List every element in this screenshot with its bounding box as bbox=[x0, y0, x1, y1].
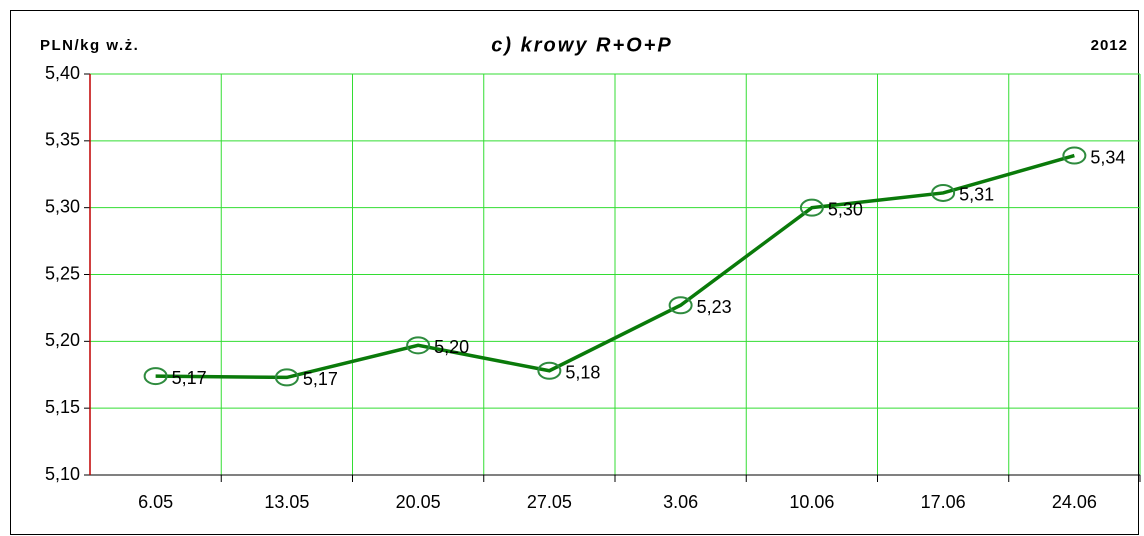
data-label: 5,34 bbox=[1090, 147, 1125, 167]
point-marker bbox=[1062, 146, 1087, 165]
x-tick-label: 3.06 bbox=[663, 492, 698, 512]
data-label: 5,17 bbox=[303, 369, 338, 389]
x-tick-label: 20.05 bbox=[396, 492, 441, 512]
data-label: 5,17 bbox=[172, 368, 207, 388]
series-line bbox=[155, 153, 1075, 380]
point-marker bbox=[931, 183, 956, 202]
x-tick-label: 10.06 bbox=[789, 492, 834, 512]
annotation: 2012 bbox=[1091, 37, 1128, 54]
point-marker bbox=[143, 367, 168, 386]
y-tick-label: 5,25 bbox=[45, 263, 80, 283]
data-label: 5,31 bbox=[959, 185, 994, 205]
x-tick-label: 24.06 bbox=[1052, 492, 1097, 512]
point-marker bbox=[274, 368, 299, 387]
point-marker bbox=[799, 198, 824, 217]
chart-frame bbox=[10, 10, 1139, 535]
point-marker bbox=[537, 361, 562, 380]
y-tick-label: 5,40 bbox=[45, 63, 80, 83]
x-tick-label: 13.05 bbox=[264, 492, 309, 512]
x-tick-label: 6.05 bbox=[138, 492, 173, 512]
y-tick-label: 5,30 bbox=[45, 196, 80, 216]
y-tick-label: 5,15 bbox=[45, 397, 80, 417]
point-marker bbox=[668, 296, 693, 315]
data-label: 5,30 bbox=[828, 199, 863, 219]
y-tick-label: 5,35 bbox=[45, 130, 80, 150]
y-tick-label: 5,20 bbox=[45, 330, 80, 350]
y-tick-label: 5,10 bbox=[45, 464, 80, 484]
x-tick-label: 17.06 bbox=[921, 492, 966, 512]
x-tick-label: 27.05 bbox=[527, 492, 572, 512]
data-label: 5,20 bbox=[434, 337, 469, 357]
data-label: 5,18 bbox=[565, 362, 600, 382]
data-label: 5,23 bbox=[697, 297, 732, 317]
point-marker bbox=[406, 336, 431, 355]
chart-title: c) krowy R+O+P bbox=[491, 34, 672, 56]
y-axis-label: PLN/kg w.ż. bbox=[40, 37, 139, 54]
